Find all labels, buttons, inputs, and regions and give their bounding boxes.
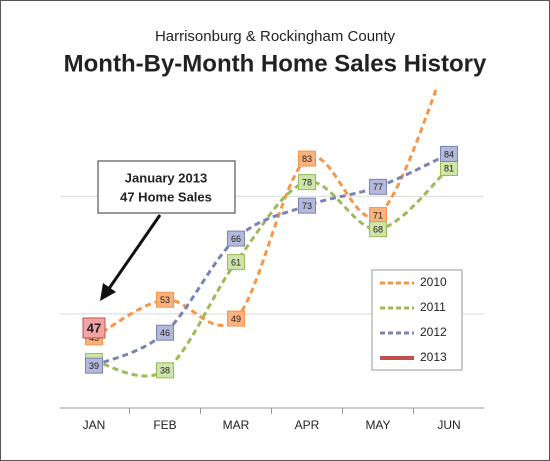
data-label-box: [227, 230, 245, 247]
x-tick-label: FEB: [153, 418, 176, 432]
data-label-box: [440, 145, 458, 162]
data-label-box: [156, 324, 174, 341]
data-labels: 455349837140386178688139466673778447: [82, 145, 458, 379]
annotation-arrowhead: [100, 283, 116, 301]
annotation-arrow: [106, 214, 162, 291]
data-label-box: [298, 174, 316, 191]
legend-label: 2010: [420, 275, 447, 289]
x-tick-label: MAY: [365, 418, 390, 432]
data-label-box: [369, 221, 387, 238]
chart-title: Month-By-Month Home Sales History: [64, 50, 487, 77]
data-label: 47: [87, 320, 101, 335]
data-label: 39: [89, 361, 99, 371]
data-label-box: [156, 362, 174, 379]
data-label: 49: [231, 314, 241, 324]
data-label: 84: [444, 149, 454, 159]
annotation-line: 47 Home Sales: [120, 189, 212, 204]
x-tick-label: JAN: [83, 418, 106, 432]
legend-label: 2012: [420, 325, 447, 339]
legend: 2010 2011 2012 2013: [371, 269, 463, 371]
x-tick-label: MAR: [223, 418, 250, 432]
data-label: 38: [160, 366, 170, 376]
data-label-box: [156, 291, 174, 308]
data-label: 71: [373, 210, 383, 220]
legend-label: 2011: [420, 300, 446, 314]
chart-subtitle: Harrisonburg & Rockingham County: [155, 28, 396, 45]
data-label: 78: [302, 177, 312, 187]
data-label-box: [227, 310, 245, 327]
annotation-line: January 2013: [125, 170, 207, 185]
data-label: 68: [373, 225, 383, 235]
legend-label: 2013: [420, 350, 447, 364]
data-label: 61: [231, 257, 241, 267]
data-label-box: [85, 357, 103, 374]
data-label: 83: [302, 154, 312, 164]
data-label: 46: [160, 328, 170, 338]
data-label-box: [227, 254, 245, 271]
data-label: 66: [231, 234, 241, 244]
legend-box: [371, 269, 463, 371]
data-label: 73: [302, 201, 312, 211]
data-label-box: [369, 178, 387, 195]
annotation: January 2013 47 Home Sales: [97, 160, 236, 301]
x-tick-label: APR: [295, 418, 320, 432]
data-label: 81: [444, 163, 454, 173]
data-label-box: [298, 150, 316, 167]
data-label-box: [298, 197, 316, 214]
annotation-box: [97, 160, 236, 214]
x-tick-label: JUN: [437, 418, 460, 432]
data-label: 53: [160, 295, 170, 305]
data-label: 77: [373, 182, 383, 192]
data-label-box: [82, 317, 106, 339]
